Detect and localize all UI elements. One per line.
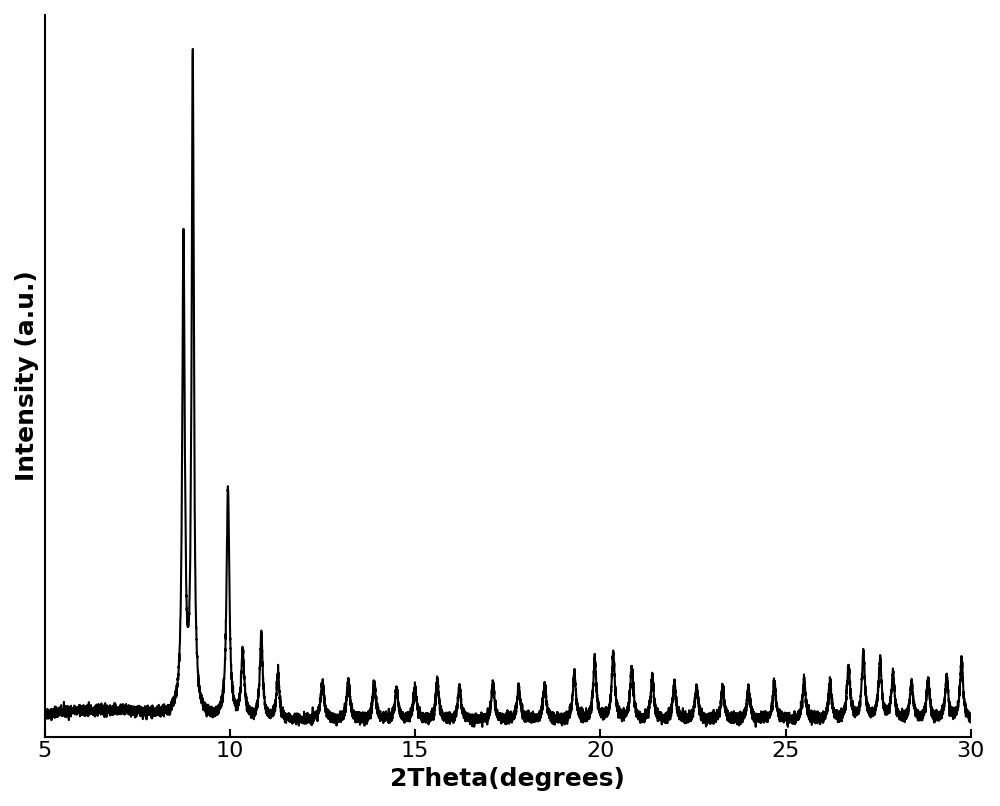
X-axis label: 2Theta(degrees): 2Theta(degrees) [390, 767, 625, 791]
Y-axis label: Intensity (a.u.): Intensity (a.u.) [15, 271, 39, 481]
